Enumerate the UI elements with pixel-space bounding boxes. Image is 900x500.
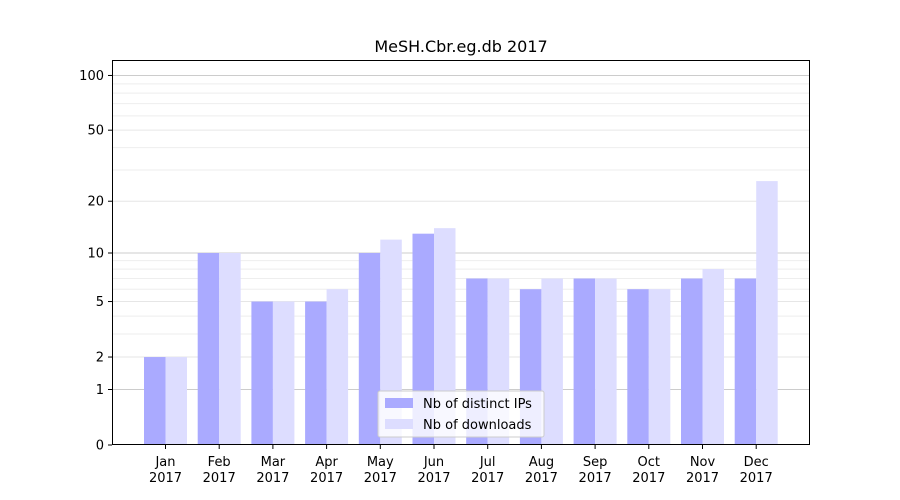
x-tick-label-month: Feb <box>208 455 231 470</box>
bar-nb-of-distinct-ips-may <box>358 253 381 445</box>
x-tick-label-month: Apr <box>315 455 338 470</box>
legend-swatch-downloads <box>385 419 413 429</box>
bar-nb-of-distinct-ips-mar <box>251 301 273 445</box>
x-tick-label-year: 2017 <box>149 471 182 486</box>
bar-nb-of-distinct-ips-apr <box>305 301 327 445</box>
bar-nb-of-downloads-jan <box>165 357 187 445</box>
bar-nb-of-downloads-apr <box>326 289 349 445</box>
x-tick-label-month: Nov <box>690 455 716 470</box>
x-tick-label-year: 2017 <box>203 471 236 486</box>
chart-title: MeSH.Cbr.eg.db 2017 <box>374 37 547 56</box>
bar-nb-of-distinct-ips-jan <box>144 357 166 445</box>
bar-nb-of-downloads-dec <box>756 181 778 445</box>
x-tick-label-year: 2017 <box>632 471 665 486</box>
y-tick-label: 1 <box>96 383 104 398</box>
legend-label-downloads: Nb of downloads <box>423 418 532 433</box>
bar-nb-of-distinct-ips-feb <box>197 253 220 445</box>
y-tick-label: 20 <box>87 195 104 210</box>
x-tick-label-month: Jun <box>423 455 444 470</box>
y-tick-label: 100 <box>79 69 104 84</box>
x-tick-label-year: 2017 <box>525 471 558 486</box>
bar-nb-of-distinct-ips-oct <box>627 289 649 445</box>
x-tick-label-year: 2017 <box>740 471 773 486</box>
y-tick-label: 0 <box>96 439 104 454</box>
bar-nb-of-downloads-oct <box>648 289 671 445</box>
bar-nb-of-downloads-mar <box>272 301 295 445</box>
x-tick-label-year: 2017 <box>579 471 612 486</box>
legend-swatch-distinct-ips <box>385 398 413 408</box>
x-tick-label-year: 2017 <box>310 471 343 486</box>
plot-frame <box>112 60 810 445</box>
y-tick-label: 2 <box>96 351 104 366</box>
bar-nb-of-distinct-ips-dec <box>734 278 757 445</box>
legend-box <box>377 390 545 438</box>
x-tick-label-month: Jan <box>154 455 175 470</box>
y-tick-label: 10 <box>87 247 104 262</box>
bar-nb-of-downloads-feb <box>219 253 241 445</box>
x-tick-label-month: Oct <box>638 455 660 470</box>
y-axis: 0 1 2 5 10 20 50 100 <box>79 69 112 454</box>
y-tick-label: 5 <box>96 295 104 310</box>
x-tick-label-month: May <box>367 455 394 470</box>
x-axis: Jan2017Feb2017Mar2017Apr2017May2017Jun20… <box>149 445 773 486</box>
x-tick-label-month: Sep <box>583 455 608 470</box>
bar-nb-of-distinct-ips-nov <box>681 278 703 445</box>
x-tick-label-year: 2017 <box>686 471 719 486</box>
x-tick-label-month: Mar <box>261 455 286 470</box>
x-tick-label-year: 2017 <box>417 471 450 486</box>
x-tick-label-year: 2017 <box>471 471 504 486</box>
bar-nb-of-distinct-ips-sep <box>573 278 596 445</box>
legend: Nb of distinct IPs Nb of downloads <box>377 390 545 438</box>
bar-nb-of-downloads-sep <box>595 278 617 445</box>
y-tick-label: 50 <box>87 124 104 139</box>
x-tick-label-year: 2017 <box>256 471 289 486</box>
x-tick-label-month: Dec <box>744 455 769 470</box>
legend-label-distinct-ips: Nb of distinct IPs <box>423 397 532 412</box>
x-tick-label-month: Aug <box>529 455 554 470</box>
bar-nb-of-downloads-aug <box>541 278 563 445</box>
x-tick-label-year: 2017 <box>364 471 397 486</box>
x-tick-label-month: Jul <box>479 455 496 470</box>
bar-nb-of-downloads-nov <box>702 269 724 445</box>
